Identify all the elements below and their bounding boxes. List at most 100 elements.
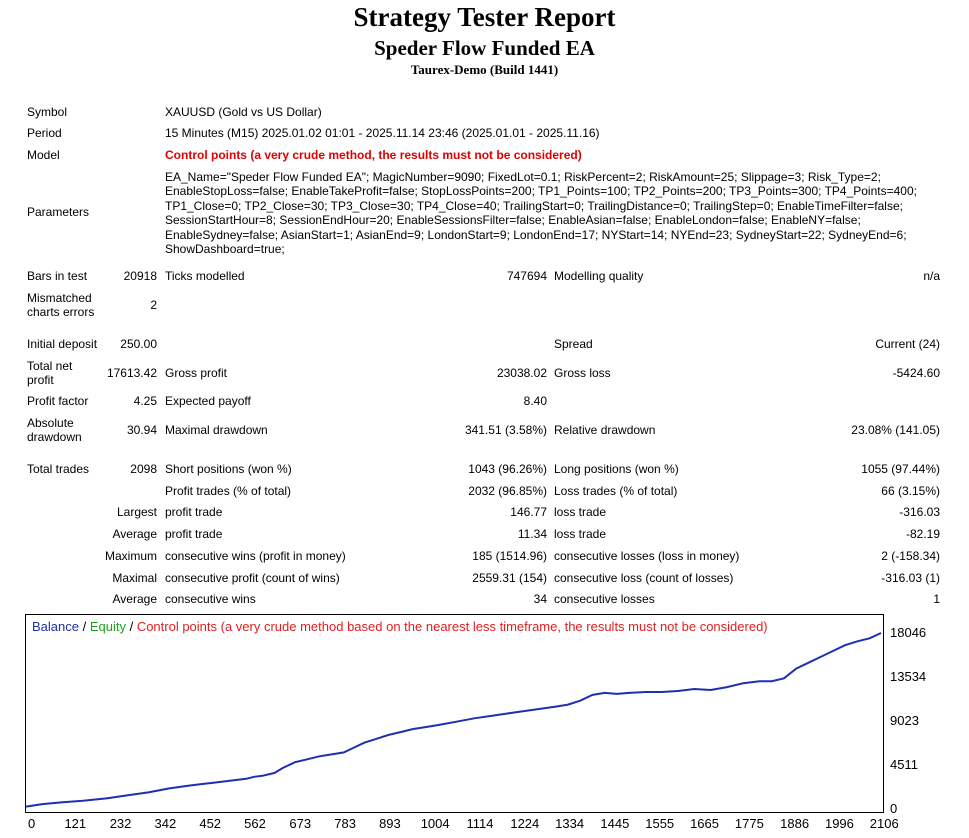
maximal-cons-profit-value: 2559.31 (154) [472,571,547,585]
maximal-label: Maximal [112,571,157,585]
bars-label: Bars in test [27,269,88,283]
quality-value: n/a [923,269,940,283]
rel-drawdown-label: Relative drawdown [554,423,656,437]
maximal-cons-loss-value: -316.03 (1) [881,571,940,585]
x-tick-label: 1334 [555,816,585,831]
x-tick-label: 232 [109,816,132,831]
max-cons-losses-value: 2 (-158.34) [881,549,940,563]
gross-profit-label: Gross profit [165,366,228,380]
y-tick-label: 13534 [890,669,927,684]
initial-deposit-value: 250.00 [120,337,157,351]
max-drawdown-label: Maximal drawdown [165,423,268,437]
long-positions-value: 1055 (97.44%) [861,462,940,476]
mismatched-value: 2 [150,298,157,312]
max-cons-wins-label: consecutive wins (profit in money) [165,549,346,563]
expected-payoff-value: 8.40 [523,394,547,408]
quality-label: Modelling quality [554,269,644,283]
spread-value: Current (24) [875,337,940,351]
average-profit-label: profit trade [165,527,223,541]
x-tick-label: 673 [289,816,312,831]
parameters-value: EA_Name="Speder Flow Funded EA"; MagicNu… [165,170,917,257]
balance-line [26,632,882,808]
expected-payoff-label: Expected payoff [165,394,251,408]
ticks-label: Ticks modelled [165,269,245,283]
maximum-label: Maximum [104,549,157,563]
profit-factor-value: 4.25 [133,394,157,408]
report-server: Taurex-Demo (Build 1441) [410,62,559,77]
abs-drawdown-label-1: Absolute [27,416,74,430]
short-positions-label: Short positions (won %) [165,462,292,476]
x-tick-label: 121 [64,816,87,831]
short-positions-value: 1043 (96.26%) [468,462,547,476]
x-tick-label: 342 [154,816,177,831]
initial-deposit-label: Initial deposit [27,337,98,351]
model-value: Control points (a very crude method, the… [165,148,582,162]
net-profit-label-2: profit [27,373,54,387]
average-loss-value: -82.19 [905,527,940,541]
x-tick-label: 783 [334,816,356,831]
gross-loss-label: Gross loss [554,366,611,380]
balance-chart: Balance / Equity / Control points (a ver… [25,614,884,813]
bars-value: 20918 [123,269,157,283]
report-title: Strategy Tester Report [353,2,616,32]
long-positions-label: Long positions (won %) [554,462,679,476]
largest-label: Largest [116,505,157,519]
maximal-cons-loss-label: consecutive loss (count of losses) [554,571,734,585]
avg-cons-label: Average [112,592,157,606]
symbol-value: XAUUSD (Gold vs US Dollar) [165,105,322,119]
x-tick-label: 0 [28,816,36,831]
average-label: Average [112,527,157,541]
legend-equity: Equity [89,619,126,634]
mismatched-label-1: Mismatched [27,291,92,305]
avg-cons-wins-label: consecutive wins [165,592,256,606]
model-label: Model [27,148,60,162]
total-trades-label: Total trades [27,462,90,476]
x-tick-label: 893 [379,816,401,831]
avg-cons-wins-value: 34 [533,592,547,606]
chart-legend: Balance / Equity / Control points (a ver… [32,619,768,634]
avg-cons-losses-label: consecutive losses [554,592,655,606]
x-tick-label: 1775 [734,816,764,831]
y-tick-label: 9023 [890,713,919,728]
total-trades-value: 2098 [130,462,157,476]
gross-profit-value: 23038.02 [496,366,547,380]
abs-drawdown-value: 30.94 [126,423,157,437]
report-subtitle: Speder Flow Funded EA [374,36,595,60]
avg-cons-losses-value: 1 [933,592,940,606]
max-cons-wins-value: 185 (1514.96) [472,549,547,563]
legend-balance: Balance [32,619,79,634]
period-label: Period [27,126,62,140]
parameters-label: Parameters [27,205,90,219]
net-profit-value: 17613.42 [106,366,157,380]
x-tick-label: 1224 [510,816,540,831]
x-tick-label: 1996 [824,816,854,831]
profit-factor-label: Profit factor [27,394,89,408]
max-cons-losses-label: consecutive losses (loss in money) [554,549,740,563]
mismatched-label-2: charts errors [27,305,95,319]
y-tick-label: 4511 [890,757,918,772]
x-tick-label: 1004 [420,816,450,831]
loss-trades-value: 66 (3.15%) [881,484,940,498]
legend-separator: / [125,619,137,634]
profit-trades-value: 2032 (96.85%) [468,484,547,498]
x-tick-label: 1555 [645,816,675,831]
x-tick-label: 2106 [869,816,899,831]
legend-control-points: Control points (a very crude method base… [136,619,768,634]
period-value: 15 Minutes (M15) 2025.01.02 01:01 - 2025… [165,126,600,140]
max-drawdown-value: 341.51 (3.58%) [464,423,547,437]
x-tick-label: 1886 [780,816,810,831]
loss-trades-label: Loss trades (% of total) [554,484,678,498]
ticks-value: 747694 [506,269,547,283]
x-tick-label: 1114 [466,816,494,831]
largest-profit-value: 146.77 [510,505,547,519]
average-profit-value: 11.34 [517,527,547,541]
largest-loss-label: loss trade [554,505,607,519]
legend-separator: / [78,619,90,634]
largest-loss-value: -316.03 [899,505,940,519]
x-tick-label: 562 [244,816,266,831]
spread-label: Spread [554,337,593,351]
net-profit-label-1: Total net [27,359,73,373]
balance-plot [26,632,882,808]
profit-trades-label: Profit trades (% of total) [165,484,292,498]
maximal-cons-profit-label: consecutive profit (count of wins) [165,571,340,585]
